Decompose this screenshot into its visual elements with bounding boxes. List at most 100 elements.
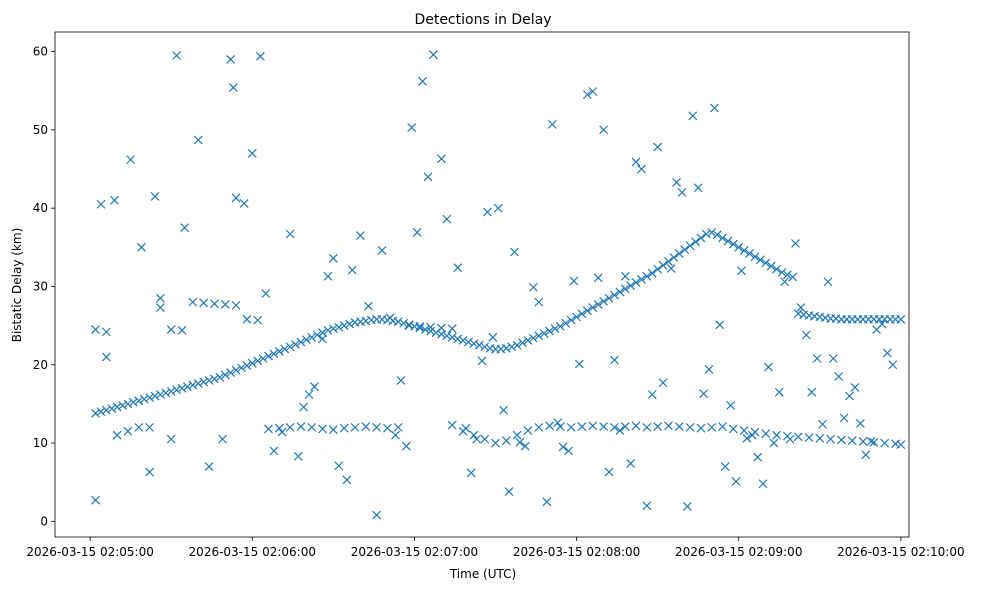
data-point (620, 271, 630, 281)
data-point (347, 265, 357, 275)
data-point (642, 501, 652, 511)
data-point (226, 368, 236, 378)
data-point (599, 125, 609, 135)
data-point (328, 425, 338, 435)
data-point (593, 300, 603, 309)
data-point (134, 396, 144, 406)
data-point (880, 438, 890, 448)
data-point (512, 340, 522, 350)
x-tick-label: 2026-03-15 02:06:00 (189, 545, 316, 559)
data-point (355, 231, 365, 240)
data-point (466, 468, 476, 478)
data-point (101, 405, 111, 415)
data-point (653, 422, 663, 432)
data-point (528, 282, 538, 292)
data-point (504, 487, 514, 497)
data-point (166, 325, 176, 334)
plot-area (54, 31, 910, 538)
markers-layer (91, 50, 906, 520)
data-point (626, 458, 636, 468)
y-tick-label: 30 (33, 279, 48, 293)
data-point (774, 387, 784, 397)
data-point (101, 327, 111, 337)
data-point (828, 354, 838, 363)
data-point (277, 427, 287, 437)
data-point (396, 375, 406, 385)
data-point (672, 177, 682, 187)
data-point (180, 223, 190, 233)
data-point (145, 393, 155, 403)
data-point (123, 426, 133, 436)
data-point (345, 319, 355, 329)
x-tick-label: 2026-03-15 02:08:00 (513, 545, 640, 559)
data-point (172, 385, 182, 395)
data-point (215, 372, 225, 382)
data-point (837, 435, 846, 445)
data-point (793, 432, 803, 442)
data-point (391, 430, 400, 440)
data-point (545, 421, 554, 431)
data-point (253, 315, 263, 325)
data-point (750, 252, 760, 262)
data-point (642, 271, 652, 281)
data-point (588, 303, 598, 313)
data-point (582, 90, 592, 100)
data-point (834, 372, 844, 381)
data-point (296, 337, 306, 347)
data-point (718, 233, 727, 243)
data-point (877, 319, 887, 329)
data-point (566, 315, 576, 325)
data-point (401, 441, 411, 451)
data-point (566, 422, 576, 432)
data-point (609, 290, 619, 300)
data-point (304, 390, 314, 399)
plot-frame (54, 31, 910, 538)
data-point (858, 437, 868, 446)
data-point (323, 325, 333, 335)
data-point (726, 401, 736, 410)
data-point (334, 322, 344, 332)
data-point (137, 242, 146, 252)
data-point (420, 325, 430, 334)
data-point (307, 422, 317, 432)
data-point (280, 344, 290, 354)
data-point (239, 199, 249, 208)
data-point (696, 233, 706, 243)
y-tick-label: 50 (33, 123, 48, 137)
data-point (658, 260, 668, 270)
data-point (869, 437, 879, 447)
data-point (691, 237, 700, 247)
data-point (323, 271, 333, 281)
data-point (231, 193, 241, 203)
data-point (555, 321, 565, 331)
data-point (301, 335, 311, 345)
y-axis: 0 10 20 30 40 50 60 (33, 45, 55, 528)
data-point (764, 362, 773, 372)
data-point (210, 374, 219, 384)
data-point (507, 342, 517, 352)
data-point (328, 324, 338, 334)
data-point (631, 421, 641, 431)
data-point (501, 343, 511, 353)
data-point (312, 330, 322, 340)
data-point (247, 148, 257, 158)
data-point (850, 383, 860, 392)
data-point (682, 502, 692, 511)
data-point (210, 299, 219, 309)
data-point (720, 462, 730, 471)
data-point (791, 238, 800, 248)
data-point (609, 422, 619, 432)
data-point (166, 434, 176, 444)
data-point (318, 328, 327, 338)
data-point (491, 438, 500, 448)
data-point (193, 135, 203, 145)
data-point (480, 434, 490, 444)
data-point (442, 214, 452, 224)
data-point (761, 429, 771, 439)
data-point (134, 422, 144, 432)
data-point (588, 87, 598, 96)
data-point (604, 467, 614, 477)
data-point (510, 247, 519, 257)
data-point (177, 383, 187, 393)
data-point (220, 370, 230, 380)
